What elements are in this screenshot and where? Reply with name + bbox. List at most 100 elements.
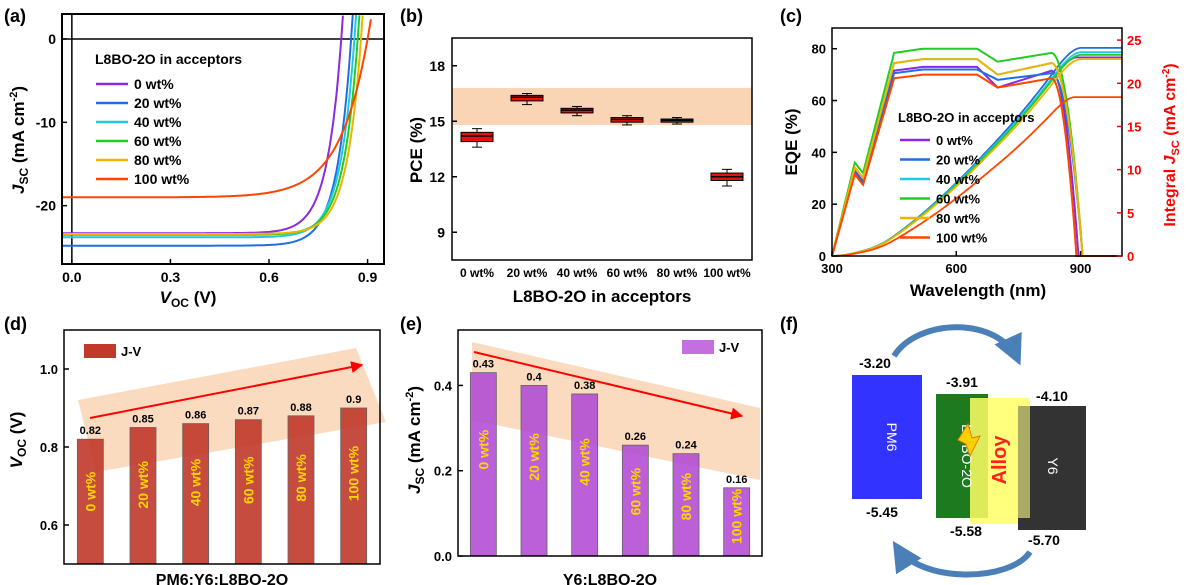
y-axis-label: JSC (mA cm-2) — [8, 86, 31, 194]
x-axis-label: Y6:L8BO-2O — [563, 572, 657, 585]
bar-value-label: 0.82 — [80, 425, 101, 437]
y6-homo-value: -5.70 — [1028, 532, 1060, 548]
integral-jsc-curve — [832, 96, 1122, 257]
x-tick-label: 20 wt% — [507, 266, 548, 280]
y-axis-label: PCE (%) — [407, 117, 426, 183]
y2-tick-label: 20 — [1127, 76, 1141, 91]
hole-transfer-arrow — [892, 540, 1033, 578]
bar — [234, 419, 262, 565]
energy-level-diagram: PM6 L8-BO-2O Alloy Y6 -3.20 -3.91 -4.10 … — [852, 324, 1086, 578]
legend-label: 80 wt% — [134, 152, 182, 168]
legend-label: 80 wt% — [936, 211, 981, 226]
bar — [469, 372, 497, 557]
x-axis-label: PM6:Y6:L8BO-2O — [156, 572, 288, 585]
y2-tick-label: 10 — [1127, 163, 1141, 178]
y-tick-label: 0.0 — [434, 549, 452, 564]
trend-band — [472, 342, 760, 480]
legend-label: 0 wt% — [936, 133, 973, 148]
y2-tick-label: 5 — [1127, 206, 1134, 221]
y2-tick-label: 0 — [1127, 249, 1134, 264]
plot-frame — [831, 27, 1123, 257]
x-tick-label: 0.9 — [358, 269, 378, 285]
highlight-band — [452, 87, 752, 125]
x-tick-label: 100 wt% — [703, 266, 751, 280]
bar-value-label: 0.24 — [675, 440, 697, 452]
y-tick-label: 0.2 — [434, 464, 452, 479]
jv-curve-series — [62, 19, 372, 199]
jv-curve-series — [62, 14, 354, 247]
bar-value-label: 0.85 — [132, 414, 153, 426]
y-tick-label: 20 — [812, 197, 826, 212]
bar-value-label: 0.88 — [290, 402, 311, 414]
y-axis-label: EQE (%) — [782, 108, 801, 175]
bar-category-label: 60 wt% — [240, 456, 256, 504]
legend-label: 0 wt% — [134, 76, 174, 92]
x-tick-label: 40 wt% — [557, 266, 598, 280]
x-axis-label: Wavelength (nm) — [910, 281, 1046, 300]
lightning-icon — [957, 422, 981, 458]
x-tick-label: 0.6 — [259, 269, 279, 285]
panel-label-e: (e) — [400, 314, 422, 334]
bar-value-label: 0.38 — [574, 380, 595, 392]
x-tick-label: 900 — [1070, 261, 1092, 276]
x-tick-label: 0.3 — [161, 269, 181, 285]
y-axis-label: JSC (mA cm-2) — [404, 386, 427, 494]
pm6-level-box — [852, 375, 922, 499]
legend-label: J-V — [121, 344, 142, 359]
y-tick-label: 12 — [429, 169, 445, 185]
trend-arrow — [89, 361, 364, 419]
bar — [571, 393, 599, 557]
bar — [520, 385, 548, 557]
legend-label: 20 wt% — [936, 153, 981, 168]
plot-frame — [457, 329, 763, 557]
bar-value-label: 0.9 — [346, 394, 361, 406]
y-tick-label: 80 — [812, 42, 826, 57]
y-tick-label: 18 — [429, 58, 445, 74]
bar — [76, 438, 104, 565]
x-axis-label: VOC (V) — [160, 288, 217, 310]
y2-tick-label: 15 — [1127, 119, 1141, 134]
bar-value-label: 0.4 — [526, 371, 542, 383]
bar-category-label: 20 wt% — [526, 433, 542, 481]
x-tick-label: 80 wt% — [657, 266, 698, 280]
bar-category-label: 100 wt% — [729, 488, 745, 544]
bar — [287, 415, 315, 565]
y-tick-label: 0 — [819, 249, 826, 264]
bar — [672, 453, 700, 557]
y-tick-label: 9 — [437, 224, 445, 240]
bar-category-label: 0 wt% — [475, 429, 491, 469]
pm6-label: PM6 — [884, 423, 900, 452]
jsc-bar-chart: 0.43 0 wt% 0.4 20 wt% 0.38 40 wt% 0.26 60 wt% 0.… — [404, 329, 763, 585]
panel-label-c: (c) — [780, 6, 802, 26]
box — [510, 94, 544, 102]
legend-label: 60 wt% — [936, 192, 981, 207]
bar-value-label: 0.86 — [185, 410, 206, 422]
panel-label-b: (b) — [400, 6, 423, 26]
legend-label: J-V — [719, 340, 740, 355]
panel-label-f: (f) — [780, 314, 798, 334]
jv-curve-series — [62, 15, 358, 239]
bar-category-label: 40 wt% — [577, 438, 593, 486]
bar-value-label: 0.26 — [625, 431, 646, 443]
y2-axis-label: Integral JSC (mA cm-2) — [1161, 63, 1182, 226]
alloy-label: Alloy — [989, 435, 1011, 485]
bar-value-label: 0.87 — [238, 406, 259, 418]
panel-label-d: (d) — [4, 314, 27, 334]
jv-curve-chart: 0.0 0.3 0.6 0.9 0 -10 -20 L8BO-2O in acceptors… — [8, 13, 385, 310]
plot-frame — [61, 13, 385, 265]
voc-bar-chart: 0.82 0 wt% 0.85 20 wt% 0.86 40 wt% 0.87 60 wt% 0… — [7, 329, 386, 585]
x-tick-label: 0.0 — [62, 269, 82, 285]
bar — [182, 423, 210, 565]
bar-value-label: 0.43 — [473, 359, 494, 371]
jv-curve-series — [62, 15, 364, 235]
legend-label: 40 wt% — [936, 172, 981, 187]
y-tick-label: 0 — [48, 31, 56, 47]
legend-label: 20 wt% — [134, 95, 182, 111]
plot-frame — [451, 37, 753, 261]
legend-label: 60 wt% — [134, 133, 182, 149]
eqe-curve-series — [831, 58, 1122, 257]
y6-lumo-value: -4.10 — [1036, 388, 1068, 404]
alloy-overlap — [1018, 406, 1030, 518]
bar — [340, 407, 368, 565]
